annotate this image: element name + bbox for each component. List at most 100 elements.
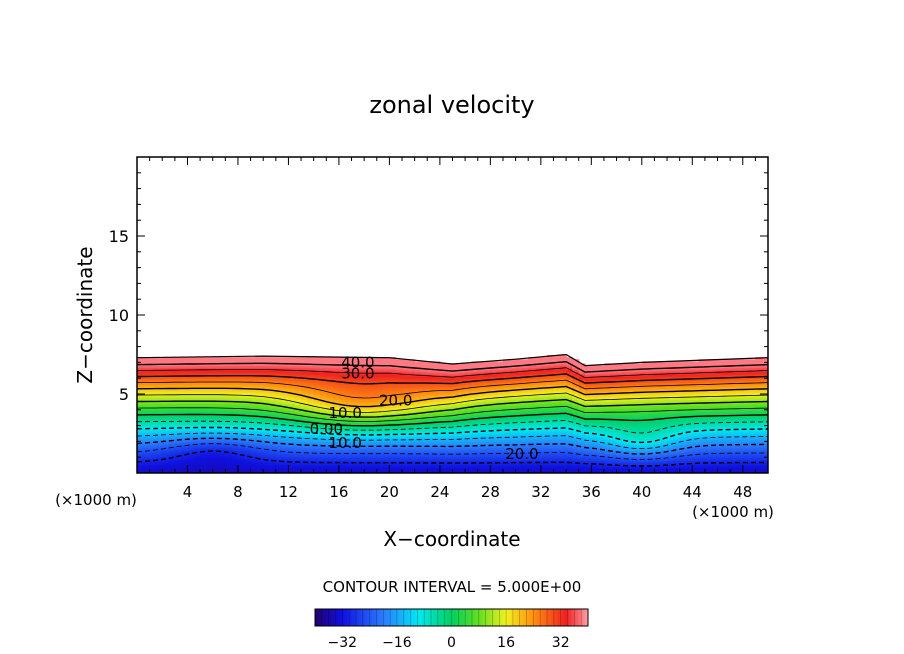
field-cell [332,395,340,398]
field-cell [540,401,548,405]
field-cell [206,376,214,379]
field-cell [635,451,643,455]
field-cell [345,470,353,473]
field-cell [345,441,353,445]
field-cell [635,447,643,451]
field-cell [162,397,170,400]
field-cell [667,466,674,470]
field-cell [458,411,466,415]
field-cell [181,369,189,373]
field-cell [704,376,712,379]
field-cell [704,430,712,434]
field-cell [484,456,491,459]
field-cell [143,399,151,402]
field-cell [553,409,561,413]
field-cell [603,397,611,400]
field-cell [275,403,283,407]
field-cell [591,401,599,405]
field-cell [200,403,208,407]
field-cell [509,392,517,396]
field-cell [711,416,719,419]
field-cell [357,401,365,405]
field-cell [143,468,151,472]
field-cell [370,392,378,396]
field-cell [540,437,548,440]
field-cell [603,403,611,407]
field-cell [383,407,390,411]
field-cell [711,424,719,428]
field-cell [332,426,340,430]
field-cell [603,470,611,473]
field-cell [616,437,624,440]
field-cell [692,466,700,470]
field-cell [288,451,296,455]
field-cell [660,432,668,436]
field-cell [250,432,258,436]
field-cell [282,414,290,417]
field-cell [269,365,277,369]
field-cell [660,424,668,428]
field-cell [439,371,447,375]
field-cell [351,369,359,373]
field-cell [149,464,157,468]
field-cell [301,449,308,453]
field-cell [200,357,208,360]
field-cell [225,392,233,396]
field-cell [610,409,618,413]
field-cell [635,464,643,468]
field-cell [231,428,239,432]
field-cell [206,407,214,411]
field-cell [622,447,630,451]
field-cell [149,401,157,405]
field-cell [439,451,447,455]
field-cell [566,365,573,369]
field-cell [162,454,170,457]
field-cell [667,458,674,461]
field-cell [446,432,454,436]
field-cell [263,357,271,360]
field-cell [679,435,687,438]
field-cell [660,373,668,377]
field-cell [654,468,662,472]
field-cell [420,454,428,457]
field-cell [540,409,548,413]
field-cell [206,462,214,466]
field-cell [585,397,592,400]
field-cell [212,403,220,407]
field-cell [376,405,384,409]
field-cell [376,441,384,445]
field-cell [288,392,296,396]
field-cell [237,405,245,409]
field-cell [345,454,353,457]
field-cell [408,361,416,365]
field-cell [547,363,555,367]
field-cell [269,376,277,379]
field-cell [345,409,353,413]
field-cell [370,376,378,379]
field-cell [420,386,428,390]
field-cell [174,369,182,373]
field-cell [509,462,517,466]
field-cell [414,416,422,419]
field-cell [206,388,214,392]
field-cell [181,361,189,365]
field-cell [635,424,643,428]
field-cell [610,443,618,447]
field-cell [704,454,712,457]
field-cell [263,409,271,413]
field-cell [553,418,561,421]
field-cell [502,361,510,365]
field-cell [395,420,403,424]
field-cell [452,380,460,384]
field-cell [326,367,334,371]
field-cell [566,371,573,375]
field-cell [622,437,630,440]
field-cell [704,458,712,461]
field-cell [269,386,277,390]
field-cell [566,464,573,468]
field-cell [149,437,157,440]
field-cell [610,447,618,451]
field-cell [225,378,233,381]
field-cell [174,409,182,413]
field-cell [667,386,674,390]
